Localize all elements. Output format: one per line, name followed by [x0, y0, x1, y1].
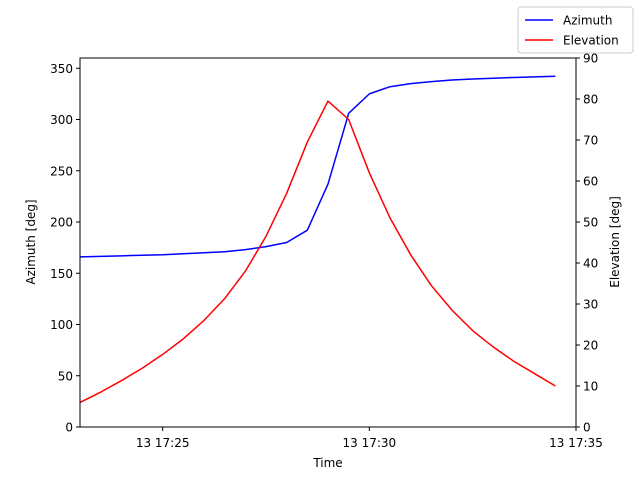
y-left-tick-label: 50 — [58, 369, 73, 383]
y-axis-right-label: Elevation [deg] — [608, 196, 622, 288]
y-right-tick-label: 60 — [583, 175, 598, 189]
y-axis-left: 0 50 100 150 200 250 300 350 — [50, 62, 80, 435]
series-lines — [79, 75, 556, 404]
plot-frame — [79, 57, 577, 428]
y-right-tick-label: 0 — [583, 421, 591, 435]
y-left-tick-label: 250 — [50, 164, 73, 178]
x-axis-label: Time — [312, 456, 342, 470]
y-left-tick-label: 100 — [50, 318, 73, 332]
y-right-tick-label: 70 — [583, 134, 598, 148]
y-left-tick-label: 300 — [50, 113, 73, 127]
y-right-tick-label: 90 — [583, 52, 598, 66]
y-axis-right: 0 10 20 30 40 50 60 70 80 90 — [576, 52, 598, 435]
y-axis-left-label: Azimuth [deg] — [24, 199, 38, 284]
x-tick-label: 13 17:35 — [549, 436, 603, 450]
y-right-tick-label: 40 — [583, 257, 598, 271]
x-tick-label: 13 17:25 — [136, 436, 190, 450]
x-axis: 13 17:25 13 17:30 13 17:35 — [136, 427, 603, 450]
legend-box — [517, 6, 634, 54]
x-tick-label: 13 17:30 — [342, 436, 396, 450]
legend-azimuth-label: Azimuth — [563, 14, 612, 28]
y-right-tick-label: 20 — [583, 339, 598, 353]
legend: Azimuth Elevation — [517, 6, 634, 54]
y-right-tick-label: 80 — [583, 93, 598, 107]
series-line-elevation — [79, 100, 556, 404]
y-right-tick-label: 30 — [583, 298, 598, 312]
y-left-tick-label: 200 — [50, 216, 73, 230]
y-left-tick-label: 0 — [65, 421, 73, 435]
y-left-tick-label: 350 — [50, 62, 73, 76]
y-right-tick-label: 50 — [583, 216, 598, 230]
series-line-azimuth — [79, 75, 556, 258]
legend-elevation-label: Elevation — [563, 34, 619, 48]
y-right-tick-label: 10 — [583, 380, 598, 394]
y-left-tick-label: 150 — [50, 267, 73, 281]
